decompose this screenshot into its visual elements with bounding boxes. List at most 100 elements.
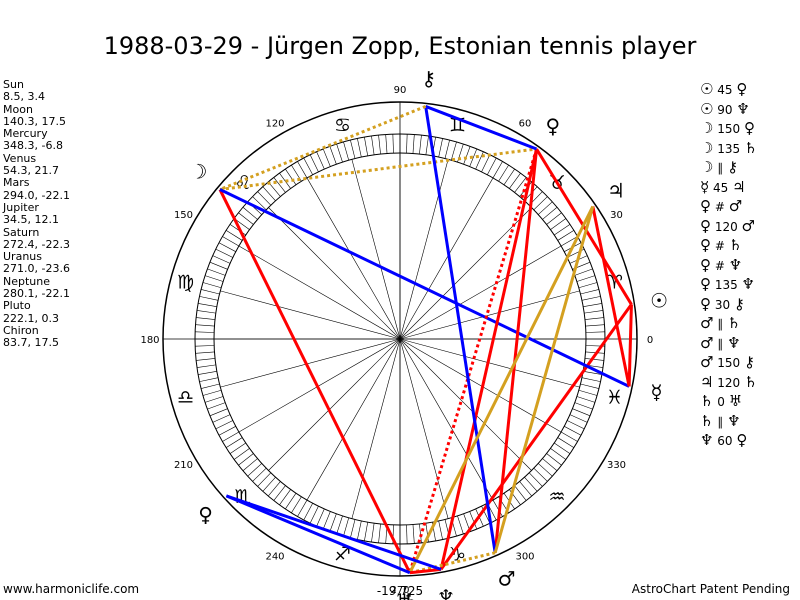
- degree-tick: [285, 168, 297, 185]
- degree-tick: [392, 134, 394, 154]
- sign-glyph-virgo: ♍: [177, 272, 194, 294]
- degree-tick: [195, 331, 215, 333]
- aspect-planet-b: ♀: [736, 431, 748, 449]
- aspect-type: 120: [711, 219, 742, 234]
- aspect-planet-a: ♄: [700, 392, 714, 410]
- aspect-planet-b: ♃: [732, 177, 746, 196]
- degree-tick: [196, 310, 216, 314]
- degree-tick: [198, 303, 217, 307]
- degree-tick: [262, 477, 276, 492]
- degree-tick: [202, 282, 222, 289]
- degree-tick: [509, 172, 521, 189]
- degree-tick: [450, 141, 457, 161]
- degree-tick: [350, 519, 356, 538]
- sign-glyph-libra: ♎: [177, 386, 194, 408]
- wheel-spoke: [268, 207, 401, 340]
- aspect-line: [493, 148, 539, 553]
- degree-tick: [267, 481, 281, 497]
- wheel-spoke: [220, 290, 401, 340]
- aspect-type: ∥: [713, 336, 728, 351]
- degree-tick: [469, 511, 478, 530]
- aspect-type: #: [711, 239, 729, 253]
- degree-tick: [519, 481, 533, 497]
- degree-tick: [279, 172, 291, 189]
- degree-tick: [279, 489, 291, 506]
- planet-list-name: Sun: [3, 78, 24, 91]
- degree-tick: [196, 317, 216, 320]
- degree-tick: [569, 414, 588, 423]
- aspect-type: 0: [713, 395, 729, 409]
- aspect-planet-b: ♂: [741, 216, 755, 235]
- degree-tick: [578, 389, 598, 396]
- aspect-planet-a: ♃: [700, 372, 714, 391]
- aspect-row: ☽ 150 ♀: [700, 119, 757, 139]
- degree-tick: [583, 371, 602, 375]
- aspect-row: ☽ 135 ♄: [700, 139, 757, 159]
- degree-tick: [546, 453, 562, 466]
- planet-list-coords: 34.5, 12.1: [3, 213, 59, 227]
- degree-tick: [212, 255, 231, 264]
- degree-tick: [444, 140, 450, 159]
- degree-label: 270: [390, 585, 409, 596]
- degree-tick: [481, 154, 491, 172]
- sign-glyph-capricorn: ♑: [449, 543, 466, 565]
- degree-tick: [538, 463, 553, 477]
- planet-list-coords: 222.1, 0.3: [3, 311, 59, 325]
- degree-tick: [533, 467, 548, 482]
- degree-tick: [343, 517, 350, 537]
- degree-label: 240: [265, 552, 284, 563]
- degree-tick: [357, 520, 362, 540]
- degree-tick: [538, 201, 553, 215]
- aspect-line: [225, 494, 411, 575]
- degree-tick: [581, 296, 601, 301]
- degree-tick: [550, 218, 567, 230]
- degree-tick: [560, 431, 578, 442]
- degree-tick: [533, 196, 548, 211]
- aspect-type: ∥: [713, 161, 728, 175]
- aspect-row: ♄ 0 ♅: [700, 392, 757, 412]
- degree-tick: [204, 275, 224, 282]
- degree-tick: [297, 161, 308, 179]
- degree-tick: [343, 141, 350, 161]
- degree-tick: [195, 345, 215, 347]
- degree-tick: [297, 499, 308, 517]
- degree-tick: [528, 472, 543, 487]
- aspect-row: ♂ ∥ ♄: [700, 314, 757, 334]
- wheel-spoke: [399, 338, 532, 471]
- degree-label: 60: [519, 118, 532, 129]
- aspect-type: 60: [713, 434, 737, 448]
- degree-label: 120: [265, 118, 284, 129]
- degree-tick: [583, 303, 602, 307]
- aspect-planet-b: ♄: [728, 236, 743, 254]
- aspect-row: ♀ # ♂: [700, 197, 757, 217]
- wheel-spoke: [399, 177, 494, 340]
- degree-tick: [201, 289, 220, 295]
- degree-tick: [262, 186, 276, 201]
- aspect-planet-b: ♄: [744, 138, 758, 157]
- degree-tick: [557, 437, 575, 448]
- degree-tick: [457, 515, 464, 535]
- degree-label: 330: [607, 460, 626, 471]
- degree-tick: [469, 148, 478, 167]
- degree-tick: [209, 408, 228, 417]
- aspect-planet-a: ♀: [700, 275, 711, 293]
- aspect-planet-b: ♆: [741, 275, 755, 293]
- planet-list-name: Mars: [3, 176, 30, 190]
- degree-tick: [309, 506, 319, 524]
- degree-tick: [322, 148, 331, 167]
- aspect-planet-a: ☽: [700, 138, 714, 157]
- degree-tick: [215, 248, 233, 258]
- degree-tick: [576, 275, 596, 282]
- degree-tick: [576, 396, 596, 403]
- aspect-planet-b: ♆: [736, 99, 750, 118]
- degree-tick: [309, 154, 319, 172]
- footer-website[interactable]: www.harmoniclife.com: [3, 582, 140, 596]
- degree-tick: [584, 310, 604, 314]
- degree-tick: [438, 520, 443, 540]
- degree-tick: [412, 134, 415, 154]
- aspect-planet-b: ♀: [736, 80, 748, 98]
- aspect-planet-b: ♀: [744, 119, 755, 137]
- sign-glyph-sagittarius: ♐: [334, 543, 351, 565]
- aspect-line: [439, 303, 633, 571]
- planet-list-name: Saturn: [3, 225, 40, 239]
